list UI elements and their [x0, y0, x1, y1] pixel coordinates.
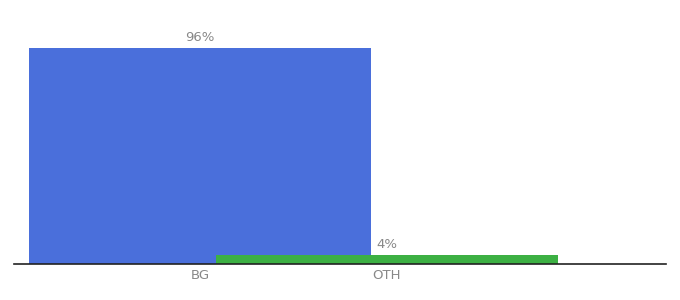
Text: 96%: 96%: [186, 31, 215, 44]
Bar: [29, 48, 371, 264]
Bar: [216, 255, 558, 264]
Text: 4%: 4%: [376, 238, 397, 251]
